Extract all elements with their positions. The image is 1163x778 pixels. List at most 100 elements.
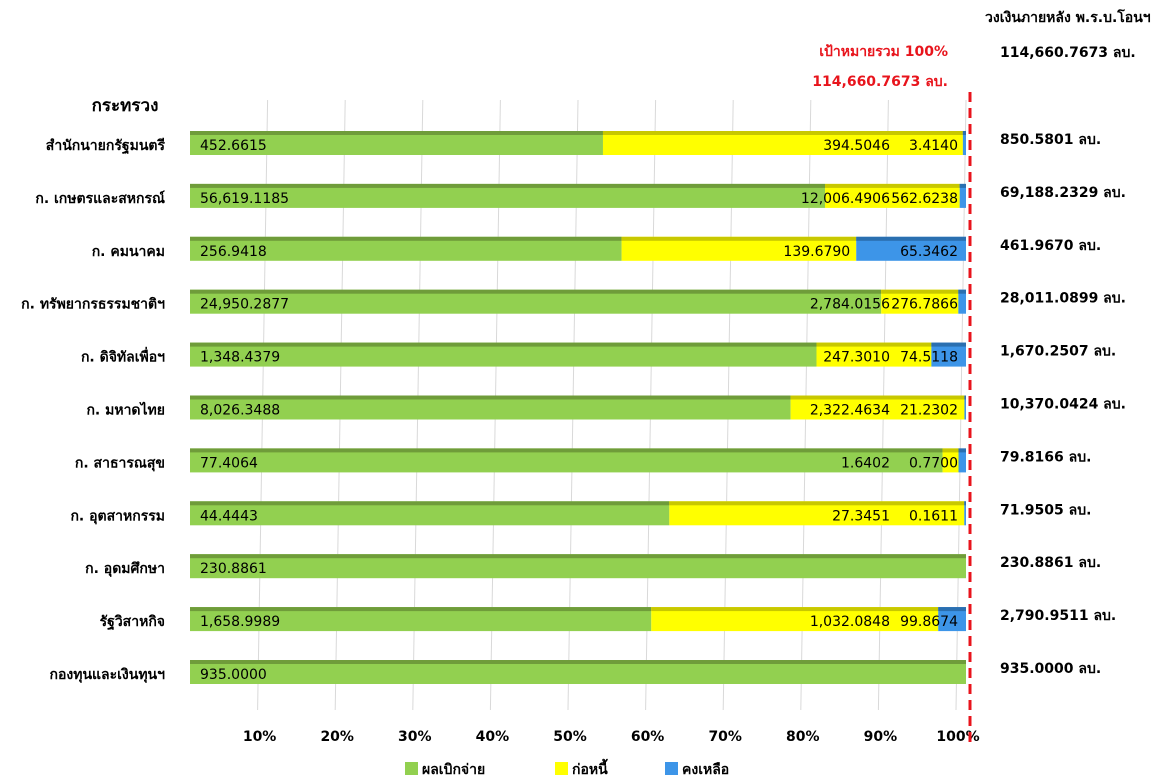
bar-edge	[190, 289, 882, 294]
category-label: รัฐวิสาหกิจ	[100, 614, 165, 631]
bar-edge	[881, 289, 959, 294]
category-label: ก. คมนาคม	[92, 244, 165, 260]
bar-edge	[190, 236, 622, 241]
legend-swatch	[555, 762, 568, 775]
total-label: 71.9505 ลบ.	[1000, 502, 1091, 518]
bar-edge	[958, 289, 966, 294]
bar-segment	[959, 183, 966, 208]
bar-edge	[931, 342, 966, 347]
value-label: 8,026.3488	[200, 403, 280, 419]
legend-label: คงเหลือ	[682, 762, 729, 778]
bar-edge	[669, 501, 965, 506]
bar-edge	[790, 395, 965, 400]
x-tick-label: 100%	[936, 729, 979, 745]
total-label: 2,790.9511 ลบ.	[1000, 608, 1116, 624]
value-label: 3.4140	[909, 138, 958, 154]
bar-edge	[190, 395, 791, 400]
category-label: ก. อุตสาหกรรม	[70, 508, 165, 524]
total-label: 28,011.0899 ลบ.	[1000, 291, 1126, 307]
legend-swatch	[665, 762, 678, 775]
value-label: 2,784.0156	[810, 297, 890, 313]
x-tick-label: 20%	[320, 729, 354, 745]
total-label: 69,188.2329 ลบ.	[1000, 185, 1126, 201]
bar-edge	[964, 395, 966, 400]
bar-edge	[190, 448, 943, 453]
total-label: 935.0000 ลบ.	[1000, 661, 1101, 677]
bar-edge	[964, 501, 966, 506]
bar-segment	[964, 395, 966, 420]
x-tick-label: 30%	[398, 729, 432, 745]
target-total: 114,660.7673 ลบ.	[812, 74, 948, 90]
x-tick-label: 90%	[864, 729, 898, 745]
value-label: 74.5118	[900, 350, 958, 366]
bar-edge	[621, 236, 857, 241]
value-label: 230.8861	[200, 561, 267, 577]
category-label: สำนักนายกรัฐมนตรี	[46, 138, 166, 155]
legend-swatch	[405, 762, 418, 775]
value-label: 12,006.4906	[801, 191, 890, 207]
value-label: 394.5046	[823, 138, 890, 154]
category-label: ก. สาธารณสุข	[75, 455, 165, 471]
bar-edge	[651, 607, 939, 612]
x-tick-label: 40%	[476, 729, 510, 745]
value-label: 2,322.4634	[810, 403, 890, 419]
bar-edge	[825, 183, 960, 188]
bar-segment	[958, 289, 966, 314]
value-label: 1.6402	[841, 455, 890, 471]
bar-edge	[962, 131, 966, 135]
value-label: 276.7866	[891, 297, 958, 313]
value-label: 247.3010	[823, 350, 890, 366]
bar-edge	[938, 607, 966, 612]
value-label: 1,658.9989	[200, 614, 280, 630]
bar-segment	[958, 448, 966, 473]
bar-edge	[190, 554, 966, 559]
bar-edge	[958, 448, 966, 453]
bar-segment	[621, 236, 857, 261]
bar-edge	[856, 236, 966, 241]
bar-edge	[959, 183, 966, 188]
bar-segment	[856, 236, 966, 261]
total-label: 850.5801 ลบ.	[1000, 132, 1101, 148]
value-label: 44.4443	[200, 508, 258, 524]
bar-edge	[942, 448, 959, 453]
legend-label: ผลเบิกจ่าย	[422, 762, 485, 778]
value-label: 139.6790	[783, 244, 850, 260]
value-label: 562.6238	[891, 191, 958, 207]
total-label: 79.8166 ลบ.	[1000, 449, 1091, 465]
value-label: 27.3451	[832, 508, 890, 524]
value-label: 452.6615	[200, 138, 267, 154]
category-label: ก. อุดมศึกษา	[85, 560, 165, 577]
x-tick-label: 60%	[631, 729, 665, 745]
category-label: ก. มหาดไทย	[86, 401, 165, 419]
value-label: 1,348.4379	[200, 350, 280, 366]
value-label: 0.1611	[909, 508, 958, 524]
x-tick-label: 70%	[708, 729, 742, 745]
total-label: 10,370.0424 ลบ.	[1000, 397, 1126, 413]
value-label: 256.9418	[200, 244, 267, 260]
header-total: 114,660.7673 ลบ.	[1000, 45, 1136, 61]
value-label: 56,619.1185	[200, 191, 289, 207]
category-label: ก. เกษตรและสหกรณ์	[35, 190, 165, 207]
bar-edge	[190, 342, 817, 347]
bar-segment	[962, 131, 966, 155]
x-tick-label: 50%	[553, 729, 587, 745]
category-label: ก. ดิจิทัลเพื่อฯ	[81, 347, 165, 366]
bar-edge	[190, 501, 670, 506]
x-tick-label: 10%	[243, 729, 277, 745]
bar-edge	[816, 342, 932, 347]
bar-edge	[602, 131, 963, 135]
bar-edge	[190, 183, 826, 188]
bar-segment	[190, 236, 622, 261]
value-label: 21.2302	[900, 403, 958, 419]
target-label: เป้าหมายรวม 100%	[819, 44, 948, 60]
bar-edge	[190, 607, 652, 612]
total-label: 461.9670 ลบ.	[1000, 238, 1101, 254]
header: วงเงินภายหลัง พ.ร.บ.โอนฯ	[985, 8, 1151, 26]
total-label: 1,670.2507 ลบ.	[1000, 344, 1116, 360]
legend-label: ก่อหนี้	[572, 758, 608, 778]
category-label: กองทุนและเงินทุนฯ	[50, 667, 166, 683]
total-label: 230.8861 ลบ.	[1000, 555, 1101, 571]
bar-edge	[190, 131, 603, 135]
value-label: 24,950.2877	[200, 297, 289, 313]
